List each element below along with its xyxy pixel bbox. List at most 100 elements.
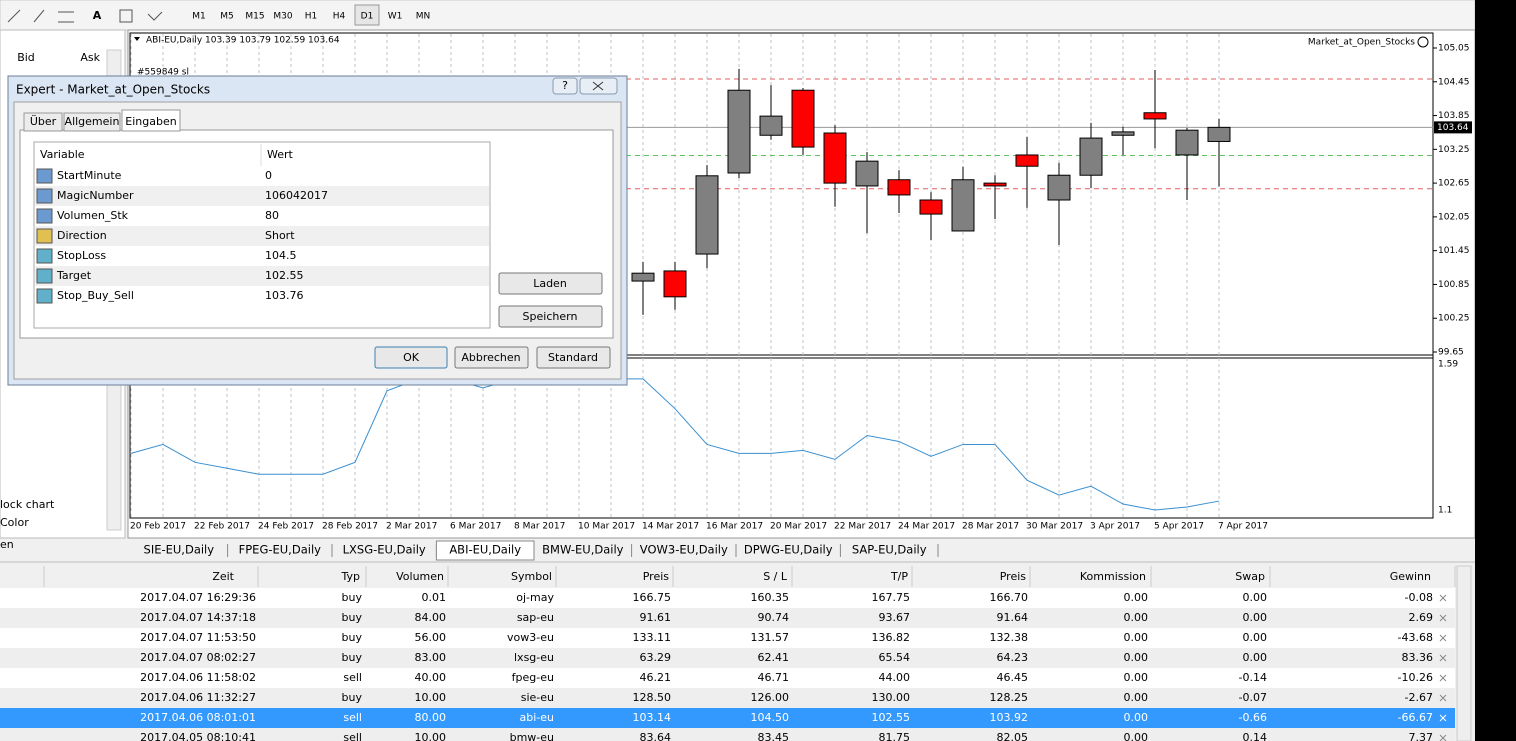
cell: -10.26 <box>1398 671 1433 684</box>
button[interactable] <box>374 346 448 369</box>
param-row[interactable] <box>35 286 489 306</box>
cell: -43.68 <box>1398 631 1433 644</box>
row-close[interactable] <box>1439 614 1447 622</box>
timeframe[interactable]: W1 <box>388 12 403 22</box>
row-close[interactable] <box>1439 734 1447 741</box>
y-tick-label: 99.65 <box>1438 348 1464 358</box>
symbol-tab[interactable]: LXSG-EU,Daily <box>343 543 426 557</box>
button[interactable] <box>498 305 603 328</box>
row-close[interactable] <box>1439 634 1447 642</box>
col-header[interactable]: Volumen <box>396 570 444 583</box>
title-arrow <box>134 37 140 41</box>
candle-body <box>951 179 975 232</box>
row-bg <box>0 588 1455 608</box>
toolbar <box>0 0 1476 31</box>
param-icon <box>36 228 53 244</box>
row-close[interactable] <box>1439 714 1447 722</box>
row-close[interactable] <box>1439 694 1447 702</box>
mw-item: Color <box>0 516 29 529</box>
timeframe[interactable]: M5 <box>220 12 234 22</box>
col-header[interactable]: Preis <box>1000 570 1027 583</box>
col-header[interactable]: Gewinn <box>1390 570 1431 583</box>
cell: 2017.04.06 11:32:27 <box>140 691 256 704</box>
candle-body <box>887 179 911 196</box>
help-button[interactable] <box>552 77 578 95</box>
cell: 0.00 <box>1124 731 1149 741</box>
param-value: Short <box>265 229 295 242</box>
col-header[interactable]: Symbol <box>511 570 552 583</box>
symbol-tab[interactable]: DPWG-EU,Daily <box>744 543 833 557</box>
button[interactable] <box>454 346 529 369</box>
mw-tab[interactable]: en <box>0 538 14 551</box>
timeframe[interactable]: M15 <box>245 12 264 22</box>
cell: 40.00 <box>415 671 447 684</box>
cell: -2.67 <box>1405 691 1433 704</box>
y-tick-label: 100.85 <box>1438 280 1470 290</box>
symbol-tab[interactable]: FPEG-EU,Daily <box>239 543 322 557</box>
mw-header: Bid <box>17 51 35 64</box>
col-header[interactable]: T/P <box>890 570 908 583</box>
y-tick-label: 100.25 <box>1438 314 1470 324</box>
cell: 56.00 <box>415 631 447 644</box>
timeframe[interactable]: M30 <box>273 12 292 22</box>
row-close[interactable] <box>1439 594 1447 602</box>
cell: buy <box>342 611 363 624</box>
col-header[interactable]: Preis <box>643 570 670 583</box>
timeframe[interactable]: MN <box>416 12 431 22</box>
cell: buy <box>342 691 363 704</box>
text-tool[interactable]: A <box>93 9 102 22</box>
dialog-tab[interactable] <box>121 109 181 132</box>
cell: 81.75 <box>879 731 911 741</box>
row-close[interactable] <box>1439 654 1447 662</box>
cell: 7.37 <box>1409 731 1434 741</box>
row-close[interactable] <box>1439 674 1447 682</box>
dialog-tab[interactable] <box>23 112 63 132</box>
param-value: 104.5 <box>265 249 297 262</box>
ind-tick-label: 1.1 <box>1438 506 1452 516</box>
timeframe[interactable]: H1 <box>305 12 318 22</box>
dialog-tab[interactable] <box>63 112 121 132</box>
param-row[interactable] <box>35 226 489 246</box>
candle-body <box>695 175 719 255</box>
cell: -0.14 <box>1239 671 1267 684</box>
param-name: Target <box>56 269 92 282</box>
button[interactable] <box>498 272 603 295</box>
symbol-tab[interactable]: BMW-EU,Daily <box>542 543 623 557</box>
x-tick-label: 20 Mar 2017 <box>770 522 827 532</box>
cell: 131.57 <box>751 631 790 644</box>
button-label: OK <box>403 351 420 364</box>
param-row[interactable] <box>35 206 489 226</box>
timeframe[interactable]: M1 <box>192 12 206 22</box>
col-header[interactable]: Zeit <box>212 570 234 583</box>
tf-active <box>354 4 380 26</box>
row-bg <box>0 668 1455 688</box>
col-header[interactable]: Swap <box>1235 570 1265 583</box>
symbol-tab[interactable]: SIE-EU,Daily <box>144 543 215 557</box>
mw-item: lock chart <box>0 498 55 511</box>
cell: 63.29 <box>640 651 672 664</box>
mw-header: Ask <box>80 51 100 64</box>
param-row[interactable] <box>35 266 489 286</box>
row-bg <box>0 728 1455 741</box>
symbol-tab[interactable]: ABI-EU,Daily <box>449 543 521 557</box>
symbol-tab[interactable]: SAP-EU,Daily <box>852 543 927 557</box>
y-tick-label: 102.65 <box>1438 179 1470 189</box>
param-icon <box>36 188 53 204</box>
col-header[interactable]: Kommission <box>1080 570 1146 583</box>
button[interactable] <box>536 346 611 369</box>
param-row[interactable] <box>35 166 489 186</box>
help-label: ? <box>562 79 568 92</box>
cell: 0.01 <box>422 591 447 604</box>
param-row[interactable] <box>35 186 489 206</box>
candle-body <box>791 89 815 148</box>
symbol-tab[interactable]: VOW3-EU,Daily <box>640 543 728 557</box>
timeframe[interactable]: D1 <box>361 12 374 22</box>
cell: 91.64 <box>997 611 1029 624</box>
cell: 44.00 <box>879 671 911 684</box>
x-tick-label: 10 Mar 2017 <box>578 522 635 532</box>
timeframe[interactable]: H4 <box>333 12 346 22</box>
col-header[interactable]: Typ <box>341 570 361 583</box>
candle-body <box>1143 112 1167 120</box>
col-header[interactable]: S / L <box>763 570 788 583</box>
param-row[interactable] <box>35 246 489 266</box>
